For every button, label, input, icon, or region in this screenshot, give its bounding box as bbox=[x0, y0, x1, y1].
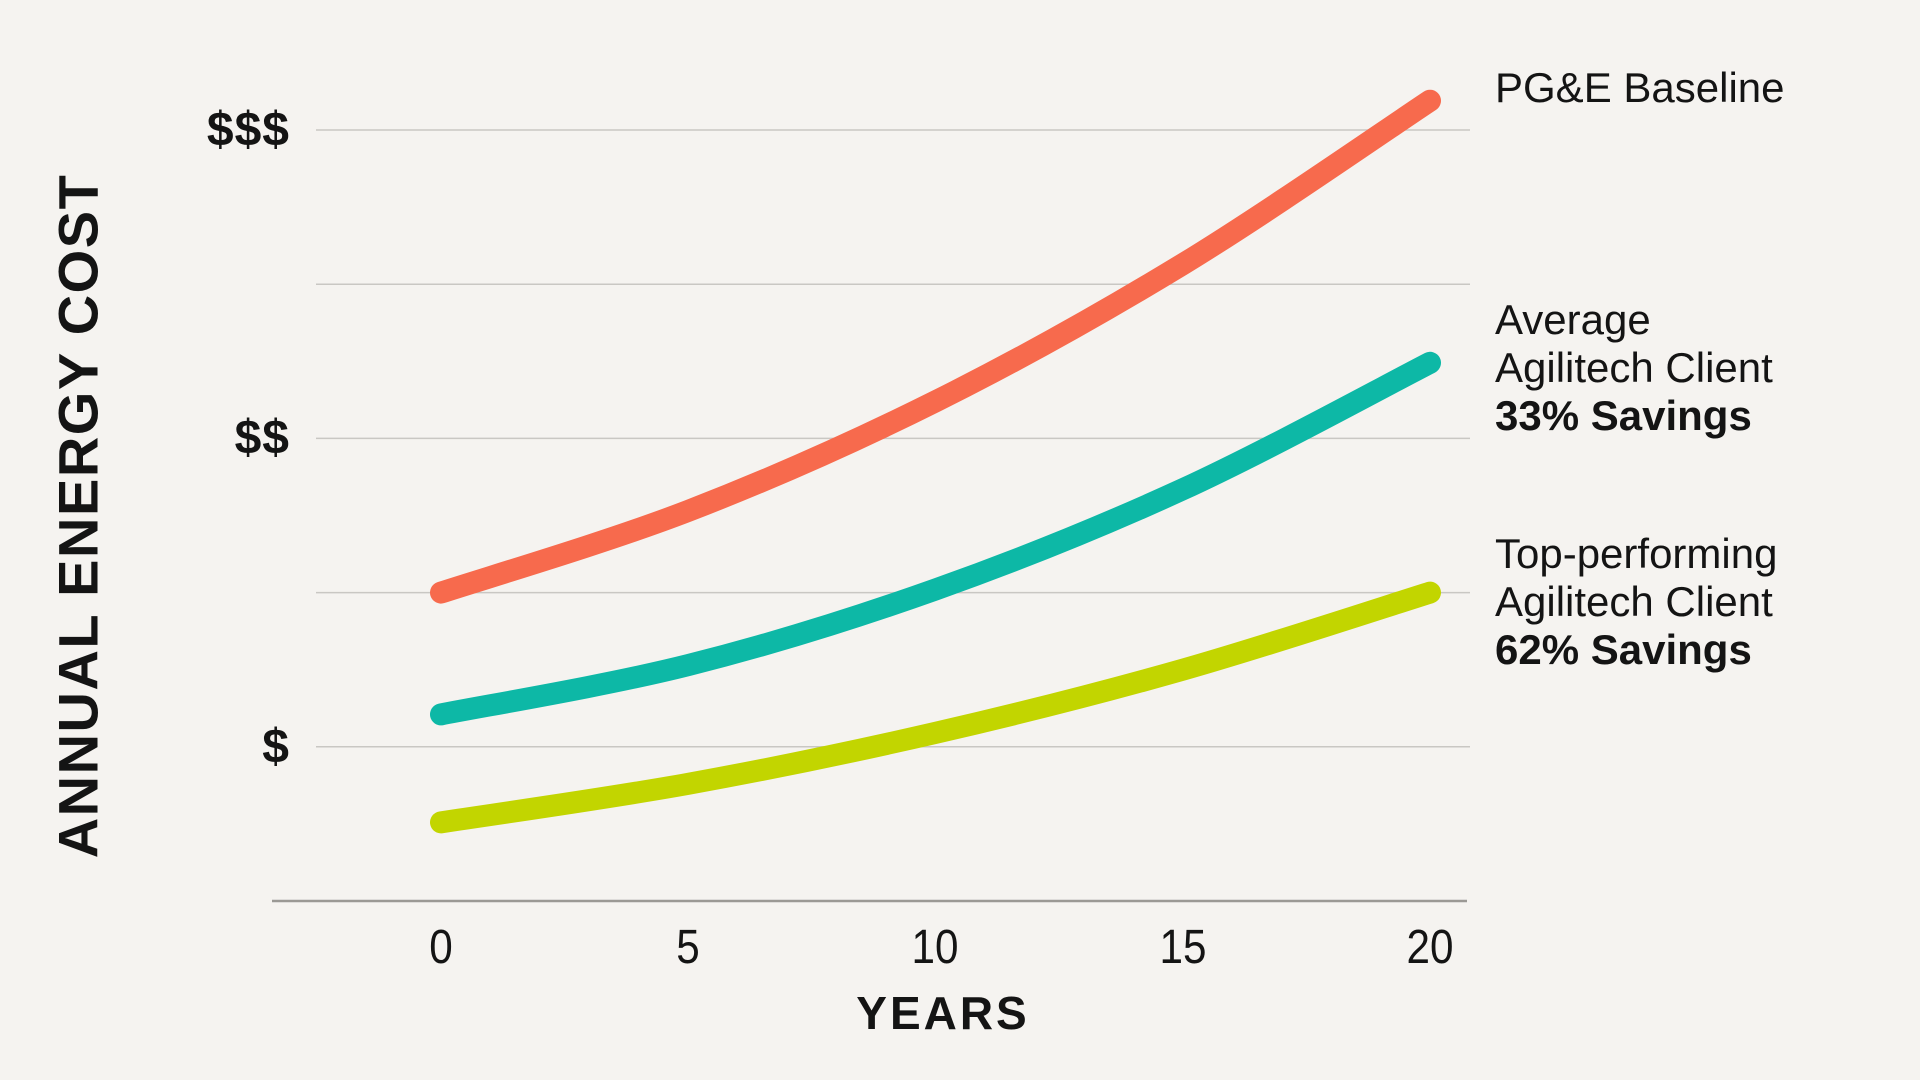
y-axis-title: ANNUAL ENERGY COST bbox=[46, 173, 110, 859]
y-tick-label-high: $$$ bbox=[206, 103, 290, 157]
legend-average-line1: Average bbox=[1495, 296, 1651, 343]
legend-average-savings: 33% Savings bbox=[1495, 392, 1752, 439]
series-line-top-performing-agilitech-client bbox=[430, 581, 1441, 834]
legend-top-line1: Top-performing bbox=[1495, 530, 1778, 577]
x-tick-label-20: 20 bbox=[1406, 921, 1454, 974]
legend-top-line2: Agilitech Client bbox=[1495, 578, 1773, 625]
series-line-average-agilitech-client bbox=[430, 351, 1441, 726]
x-axis-title: YEARS bbox=[856, 987, 1030, 1039]
x-tick-label-0: 0 bbox=[429, 921, 453, 974]
legend-average-line2: Agilitech Client bbox=[1495, 344, 1773, 391]
series-line-pg-e-baseline bbox=[430, 89, 1441, 604]
legend-top-client: Top-performing Agilitech Client 62% Savi… bbox=[1495, 530, 1777, 674]
legend-top-savings: 62% Savings bbox=[1495, 626, 1752, 673]
legend-pge-baseline-label: PG&E Baseline bbox=[1495, 64, 1785, 111]
y-tick-label-low: $ bbox=[262, 720, 290, 774]
legend-pge-baseline: PG&E Baseline bbox=[1495, 64, 1785, 112]
legend-average-client: Average Agilitech Client 33% Savings bbox=[1495, 296, 1773, 440]
x-tick-label-10: 10 bbox=[911, 921, 959, 974]
x-tick-label-15: 15 bbox=[1159, 921, 1207, 974]
y-tick-label-mid: $$ bbox=[234, 411, 290, 465]
x-tick-label-5: 5 bbox=[676, 921, 700, 974]
